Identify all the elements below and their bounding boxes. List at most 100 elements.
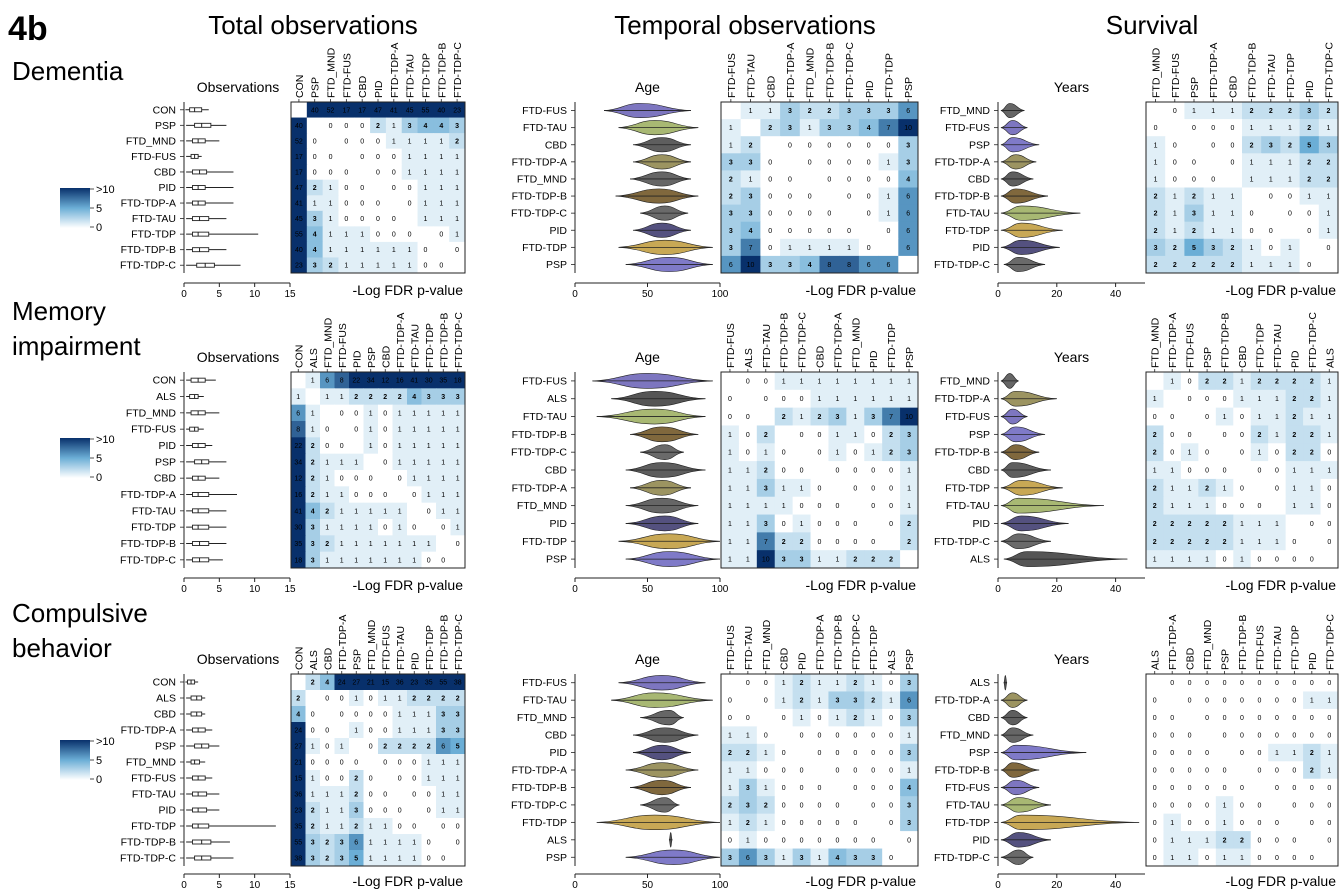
r2c0-heatmap-cell [421,674,437,691]
r1c2-heatmap-cell [1320,532,1339,551]
r1c2-row-label: CBD [968,465,991,477]
r0c1-heatmap-cell [799,255,820,274]
r0c1-heatmap-cell [780,170,801,188]
r1c0-heatmap-cell [320,535,335,553]
r2c0-heatmap-cell [349,754,364,771]
r1c2-heatmap-cell [1303,461,1322,480]
r2c1-heatmap-cell [756,691,776,710]
r0c0-heatmap-cell [417,195,434,212]
r1c1-col-label: FTD_MND [850,317,862,368]
r0c2-cell-diag [1222,170,1243,188]
r2c0-heatmap-cell [305,834,321,851]
r2c0-cell-diag [407,802,422,819]
r2c1-heatmap-cell [882,796,901,815]
r1c0-heatmap-cell [334,535,350,553]
r1c2-col-label: FTD-TDP-B [1220,313,1232,368]
r2c0-cell-label: 0 [383,728,387,735]
r1c0-cell-label: 2 [311,459,315,466]
r1c2-cell-label: 0 [1223,396,1227,403]
r2c1-row-label: FTD-TDP-A [512,765,567,777]
r2c2-heatmap-cell [1233,848,1252,867]
r0c1-col-label: FTD_MND [805,47,817,98]
r0c0-heatmap-cell [322,195,339,212]
r1c1-heatmap-cell [828,407,847,426]
r1c1-heatmap-cell [810,443,829,462]
r2c2-heatmap-cell [1163,743,1182,762]
r0c0-cell-label: 40 [311,107,319,114]
r1c1-col-label: CBD [815,345,827,368]
r1c0-heatmap-cell [392,502,408,520]
r2c2-cell-label: 0 [1153,715,1157,722]
r2c1-cell-label: 1 [782,855,786,862]
r1c2-heatmap-cell [1250,443,1269,462]
r0c2-cell-label: 1 [1230,228,1234,235]
r0c0-heatmap-cell [306,179,324,196]
r1c0-heatmap-cell [363,437,379,455]
r1c0-cell-label: 1 [354,541,358,548]
r0c2-heatmap-cell [1146,170,1166,188]
r2c1-heatmap-cell [882,691,901,710]
r2c1-heatmap-cell [864,761,883,780]
r2c2-col-label: ALS [1150,650,1162,670]
r1c1-cell-label: 0 [746,378,750,385]
r2c2-cell-label: 0 [1292,802,1296,809]
r2c0-cell-label: 3 [441,728,445,735]
r2c1-heatmap-cell [828,674,847,692]
r1c0-heatmap-cell [392,388,408,406]
r1c0-cell-label: 1 [441,476,445,483]
r1c2-heatmap-cell [1268,514,1287,533]
r1c2-cell-label: 2 [1292,378,1296,385]
colorbar-0-tick-label: 5 [96,203,102,215]
r0c2-heatmap-cell [1242,170,1262,188]
r0c0-box [192,185,206,190]
r2c1-heatmap-cell [792,708,812,727]
r0c0-heatmap-cell [322,210,339,227]
r2c0-cell-label: 1 [398,712,402,719]
r0c0-cell-label: 0 [329,123,333,130]
r0c0-heatmap-cell [370,148,387,165]
r0c0-cell-label: 17 [342,107,350,114]
r1c2-heatmap-cell [1180,496,1199,516]
r0c2-cell-diag [1242,187,1262,206]
r0c2-cell-label: 1 [1154,176,1158,183]
r0c0-heatmap-xlabel: -Log FDR p-value [353,282,464,298]
r0c2-cell-label: 2 [1288,142,1292,149]
r1c0-heatmap-cell [421,372,437,389]
r0c1-heatmap-cell [799,204,820,223]
r1c2-cell-diag [1250,478,1269,498]
r0c2-cell-label: 1 [1250,245,1254,252]
r1c2-heatmap-cell [1180,443,1199,462]
r1c2-heatmap-cell [1268,372,1287,391]
r2c1-heatmap-cell [900,831,919,850]
r0c0-heatmap-cell [417,117,434,134]
r2c0-cell-label: 0 [340,776,344,783]
r1c0-cell-label: 0 [383,427,387,434]
r2c1-row-label: PSP [546,852,567,864]
r2c0-col-label: FTD-TDP [424,625,436,670]
r0c0-cell-label: 1 [455,232,459,239]
r1c2-heatmap-cell [1303,443,1322,462]
r2c2-cell-label: 0 [1205,715,1209,722]
r2c1-cell-label: 0 [746,715,750,722]
r1c0-cell-label: 1 [325,476,329,483]
r0c0-col-label: FTD-FUS [341,53,353,98]
r2c0-heatmap-cell [291,706,306,723]
r1c2-cell-diag [1215,443,1234,462]
r1c0-cell-label: 3 [311,525,315,532]
r1c1-heatmap-cell [774,443,794,462]
r1c2-heatmap-cell [1180,514,1199,533]
r0c1-heatmap-cell [839,221,860,240]
r1c2-heatmap-cell [1268,478,1287,498]
r1c0-heatmap-cell [392,453,408,471]
r2c0-cell-label: 0 [427,792,431,799]
r1c1-heatmap-cell [846,478,865,498]
r0c1-cell-label: 6 [906,245,910,252]
r2c2-cell-label: 0 [1292,733,1296,740]
r0c1-heatmap-cell [819,204,840,223]
r2c1-row-label: FTD-FUS [522,677,567,689]
r0c0-cell-label: 1 [455,185,459,192]
r1c1-heatmap-cell [864,478,883,498]
r2c1-heatmap-cell [882,778,901,797]
r2c2-heatmap-cell [1268,831,1287,850]
r0c1-cell-diag [721,102,742,120]
